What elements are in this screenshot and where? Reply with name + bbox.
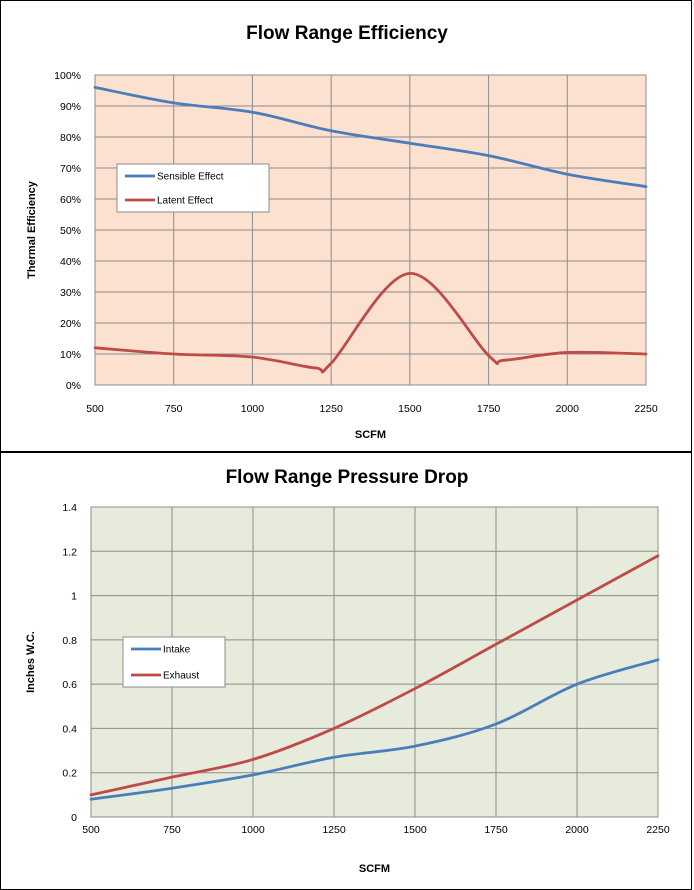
x-tick-label: 1750	[477, 403, 501, 415]
efficiency-chart-panel: Flow Range Efficiency 0% 10% 20% 30% 40% 50% 60…	[0, 0, 692, 453]
y-axis-title: Thermal Efficiency	[26, 180, 38, 279]
x-tick-label: 2000	[556, 403, 580, 415]
y-tick-label: 90%	[60, 101, 81, 113]
y-tick-label: 60%	[60, 194, 81, 206]
legend-label: Intake	[163, 645, 191, 656]
legend-label: Latent Effect	[157, 196, 213, 207]
legend-label: Sensible Effect	[157, 172, 224, 183]
x-axis-title: SCFM	[359, 863, 390, 875]
y-tick-label: 0	[71, 812, 77, 824]
y-tick-label: 0.2	[62, 768, 77, 780]
x-tick-label: 1250	[319, 403, 343, 415]
series-line-latent-effect	[93, 271, 648, 374]
y-tick-label: 1	[71, 591, 77, 603]
x-tick-label: 1500	[398, 403, 422, 415]
efficiency-chart: Flow Range Efficiency 0% 10% 20% 30% 40% 50% 60…	[26, 23, 658, 441]
chart-title: Flow Range Pressure Drop	[226, 467, 469, 488]
x-tick-label: 1750	[484, 824, 508, 836]
y-tick-label: 10%	[60, 349, 81, 361]
y-tick-label: 0.4	[62, 723, 77, 735]
series-line-sensible-effect	[93, 86, 648, 188]
plot-border	[94, 74, 647, 386]
series-line-intake	[89, 658, 660, 801]
y-tick-label: 1.2	[62, 546, 77, 558]
pressure-drop-chart-panel: Flow Range Pressure Drop 0 0.2 0.4 0.6 0.8 1 1.…	[0, 453, 692, 890]
y-tick-label: 80%	[60, 132, 81, 144]
legend-box	[122, 636, 226, 688]
x-tick-label: 2250	[634, 403, 658, 415]
x-tick-label: 1500	[403, 824, 427, 836]
x-tick-label: 750	[165, 403, 183, 415]
legend-label: Exhaust	[163, 671, 199, 682]
y-tick-label: 0.8	[62, 635, 77, 647]
y-tick-label: 1.4	[62, 502, 77, 514]
x-tick-label: 1250	[322, 824, 346, 836]
y-tick-label: 70%	[60, 163, 81, 175]
x-tick-label: 2250	[646, 824, 670, 836]
x-tick-label: 2000	[565, 824, 589, 836]
legend: Intake Exhaust	[122, 636, 226, 688]
legend-box	[116, 163, 270, 213]
y-axis-title: Inches W.C.	[25, 631, 37, 693]
x-tick-label: 500	[86, 403, 104, 415]
x-tick-label: 750	[163, 824, 181, 836]
y-tick-label: 0%	[66, 380, 81, 392]
x-tick-label: 1000	[241, 403, 265, 415]
y-tick-label: 40%	[60, 256, 81, 268]
plot-border	[90, 506, 659, 818]
y-tick-label: 100%	[54, 70, 81, 82]
x-axis-title: SCFM	[355, 429, 386, 441]
y-tick-label: 0.6	[62, 679, 77, 691]
chart-title: Flow Range Efficiency	[246, 23, 448, 44]
legend: Sensible Effect Latent Effect	[116, 163, 270, 213]
series-line-exhaust	[89, 554, 660, 797]
y-tick-label: 50%	[60, 225, 81, 237]
x-tick-label: 1000	[241, 824, 265, 836]
y-tick-label: 30%	[60, 287, 81, 299]
y-tick-label: 20%	[60, 318, 81, 330]
pressure-drop-chart: Flow Range Pressure Drop 0 0.2 0.4 0.6 0.8 1 1.…	[25, 467, 670, 875]
x-tick-label: 500	[82, 824, 100, 836]
